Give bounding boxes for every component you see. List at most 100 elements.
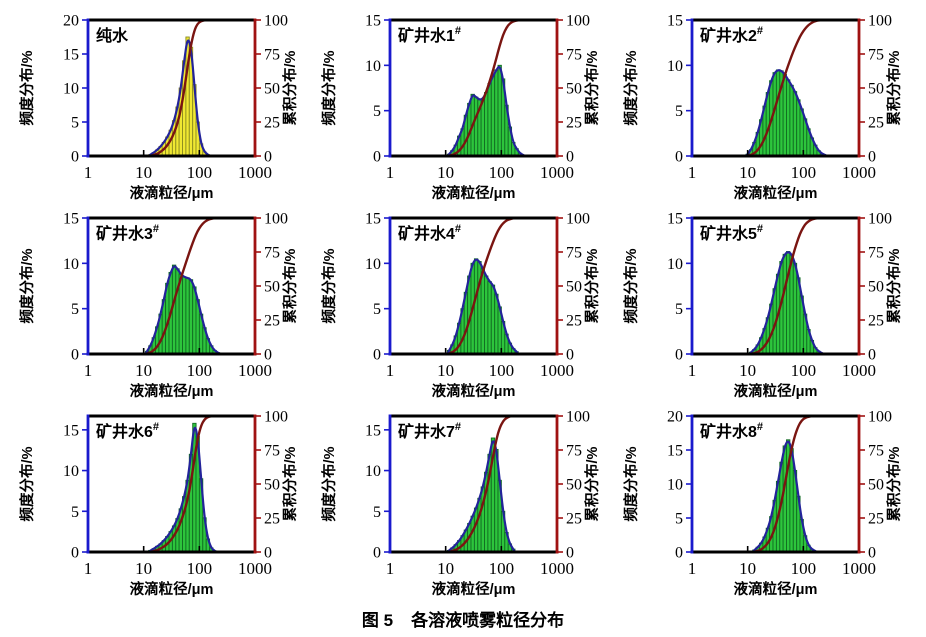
sample-label-base: 矿井水7	[398, 422, 455, 441]
y-right-axis-title: 累积分布/%	[281, 446, 299, 521]
x-tick-label: 1000	[238, 163, 272, 182]
y-right-tick-label: 25	[566, 115, 582, 132]
y-right-tick-label: 0	[264, 149, 272, 166]
bar	[473, 258, 479, 355]
y-left-tick-label: 0	[71, 149, 79, 166]
x-tick-label: 10	[437, 163, 454, 182]
y-right-ticks: 0 25 50 75 100	[255, 13, 288, 166]
y-right-axis-title: 累积分布/%	[281, 248, 299, 323]
y-left-ticks: 0 5 10 15 20	[667, 409, 692, 562]
y-left-tick-label: 5	[373, 103, 381, 120]
y-left-axis-title: 频度分布/%	[18, 446, 36, 521]
x-tick-label: 100	[489, 559, 515, 578]
sample-label: 矿井水7#	[398, 421, 461, 441]
histogram-bars	[752, 439, 818, 553]
sample-label: 纯水	[96, 26, 129, 45]
x-tick-label: 100	[791, 559, 817, 578]
histogram-bars	[446, 258, 519, 355]
y-right-axis-title: 累积分布/%	[583, 50, 601, 125]
bar	[782, 73, 787, 157]
x-tick-label: 10	[135, 163, 152, 182]
x-axis-title: 液滴粒径/μm	[432, 184, 516, 202]
subplot-mine-water-6: 0 5 10 15 0 25 50 75 100 1 10 100 1000 液滴粒径/μm 频度分布/% 累…	[18, 409, 299, 599]
y-left-axis-title: 频度分布/%	[622, 50, 640, 125]
y-right-tick-label: 100	[566, 409, 590, 426]
bar	[188, 279, 194, 355]
y-right-tick-label: 100	[264, 13, 288, 30]
x-ticks: 1 10 100 1000	[386, 150, 574, 182]
sample-label-base: 矿井水6	[96, 422, 153, 441]
x-tick-label: 1000	[238, 559, 272, 578]
x-tick-label: 1000	[238, 361, 272, 380]
x-axis-title: 液滴粒径/μm	[130, 580, 214, 598]
y-right-tick-label: 100	[264, 211, 288, 228]
sample-label-sup: #	[455, 223, 461, 235]
y-left-tick-label: 5	[71, 504, 79, 521]
cumulative-line	[148, 18, 255, 158]
y-right-tick-label: 25	[868, 511, 884, 528]
cumulative-line	[745, 18, 859, 158]
x-ticks: 1 10 100 1000	[84, 348, 272, 380]
y-left-tick-label: 15	[63, 47, 79, 64]
x-tick-label: 100	[187, 559, 213, 578]
y-right-tick-label: 25	[264, 115, 280, 132]
y-right-tick-label: 25	[264, 511, 280, 528]
y-left-tick-label: 0	[71, 545, 79, 562]
y-right-tick-label: 0	[264, 545, 272, 562]
caption-number: 图 5	[361, 611, 394, 630]
subplot-mine-water-4: 0 5 10 15 0 25 50 75 100 1 10 100 1000 液滴粒径/μm 频度分布/% 累…	[320, 211, 601, 401]
y-right-tick-label: 50	[868, 279, 884, 296]
y-left-tick-label: 10	[63, 463, 79, 480]
x-tick-label: 10	[739, 163, 756, 182]
y-left-tick-label: 15	[667, 443, 683, 460]
y-right-tick-label: 75	[264, 245, 280, 262]
y-left-ticks: 0 5 10 15	[667, 13, 692, 166]
y-right-tick-label: 75	[566, 443, 582, 460]
y-right-ticks: 0 25 50 75 100	[557, 13, 590, 166]
caption-title: 各溶液喷雾粒径分布	[411, 611, 565, 630]
x-tick-label: 1000	[540, 559, 574, 578]
y-left-tick-label: 15	[63, 211, 79, 228]
y-right-tick-label: 25	[264, 313, 280, 330]
x-tick-label: 1	[84, 361, 93, 380]
y-right-tick-label: 0	[566, 347, 574, 364]
x-tick-label: 1	[688, 163, 697, 182]
sample-label-sup: #	[455, 25, 461, 37]
y-left-axis-title: 频度分布/%	[622, 446, 640, 521]
y-left-tick-label: 5	[675, 301, 683, 318]
sample-label-sup: #	[757, 421, 763, 433]
bar	[490, 284, 496, 355]
x-tick-label: 1000	[540, 361, 574, 380]
y-left-tick-label: 5	[675, 511, 683, 528]
bar	[782, 445, 787, 553]
sample-label-base: 纯水	[96, 26, 129, 45]
y-left-tick-label: 15	[365, 211, 381, 228]
bar	[792, 262, 798, 355]
y-right-tick-label: 75	[868, 47, 884, 64]
x-tick-label: 100	[791, 361, 817, 380]
y-left-tick-label: 10	[667, 58, 683, 75]
y-left-ticks: 0 5 10 15	[667, 211, 692, 364]
y-right-tick-label: 100	[264, 409, 288, 426]
x-axis-title: 液滴粒径/μm	[432, 580, 516, 598]
y-left-tick-label: 0	[373, 149, 381, 166]
bar	[480, 268, 485, 355]
y-right-tick-label: 0	[868, 545, 876, 562]
sample-label-sup: #	[455, 421, 461, 433]
y-left-tick-label: 0	[71, 347, 79, 364]
frequency-envelope-line	[446, 440, 516, 553]
y-left-tick-label: 10	[667, 256, 683, 273]
x-tick-label: 1	[84, 163, 93, 182]
subplot-mine-water-2: 0 5 10 15 0 25 50 75 100 1 10 100 1000 液滴粒径/μm 频度分布/% 累…	[622, 13, 903, 203]
x-ticks: 1 10 100 1000	[84, 546, 272, 578]
subplot-mine-water-7: 0 5 10 15 0 25 50 75 100 1 10 100 1000 液滴粒径/μm 频度分布/% 累…	[320, 409, 601, 599]
sample-label: 矿井水2#	[700, 25, 763, 45]
y-right-tick-label: 75	[868, 443, 884, 460]
x-tick-label: 1	[386, 361, 395, 380]
y-left-tick-label: 0	[373, 545, 381, 562]
x-tick-label: 10	[135, 559, 152, 578]
y-right-axis-title: 累积分布/%	[583, 248, 601, 323]
y-right-tick-label: 0	[566, 149, 574, 166]
cumulative-line	[447, 18, 557, 158]
y-left-tick-label: 15	[365, 13, 381, 30]
